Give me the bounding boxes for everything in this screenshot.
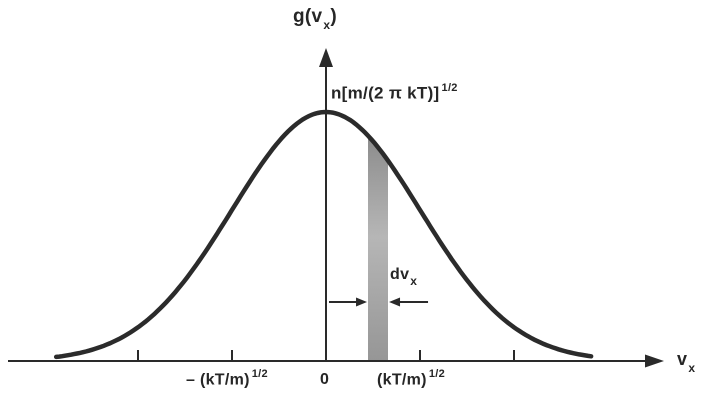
- tick-negative-exponent: 1/2: [251, 368, 268, 380]
- gaussian-curve: [53, 109, 594, 360]
- peak-value-text: n[m/(2 π kT)]: [331, 83, 440, 103]
- x-axis-arrowhead: [645, 354, 664, 368]
- tick-positive-text: (kT/m): [377, 371, 427, 389]
- y-axis-label-subscript: x: [323, 17, 331, 32]
- dvx-strip: [368, 135, 388, 361]
- dvx-right-arrowhead: [389, 297, 401, 307]
- tick-label-zero: 0: [320, 371, 329, 389]
- strip-width-subscript: x: [410, 274, 418, 289]
- strip-width-label: dvx: [390, 266, 418, 289]
- y-axis-label-text: g(v: [293, 6, 323, 27]
- tick-label-positive-sigma: (kT/m) 1/2: [377, 368, 446, 389]
- tick-positive-exponent: 1/2: [428, 368, 446, 380]
- x-axis-label-text: v: [677, 349, 688, 369]
- y-axis-label: g(vx): [293, 6, 338, 32]
- tick-label-negative-sigma: – (kT/m) 1/2: [186, 368, 268, 389]
- tick-negative-text: – (kT/m): [186, 371, 250, 389]
- strip-width-text: dv: [390, 266, 410, 283]
- x-axis-ticks: [137, 350, 515, 361]
- y-axis-label-close: ): [330, 6, 338, 27]
- peak-value-exponent: 1/2: [441, 82, 458, 94]
- x-axis-label: vx: [677, 349, 696, 375]
- tick-zero-text: 0: [320, 371, 330, 388]
- peak-value-label: n[m/(2 π kT)] 1/2: [331, 82, 458, 104]
- y-axis-arrowhead: [319, 48, 333, 67]
- dvx-left-arrowhead: [356, 297, 368, 307]
- dvx-width-arrows: [329, 297, 429, 307]
- x-axis-label-subscript: x: [688, 360, 696, 375]
